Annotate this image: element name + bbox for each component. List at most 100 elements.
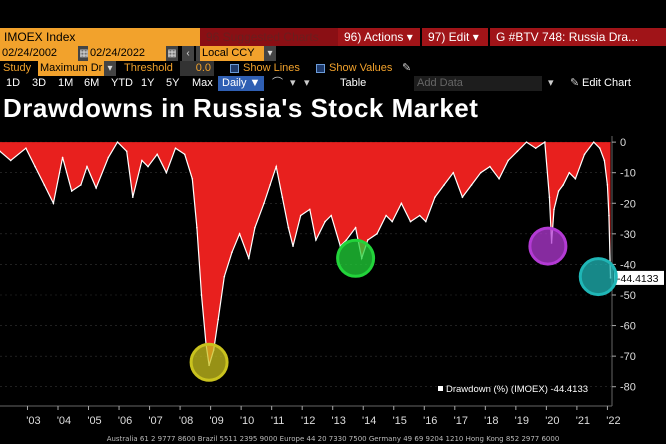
x-tick-label: '20 — [545, 415, 559, 427]
data-point — [608, 214, 610, 217]
data-point — [141, 159, 143, 162]
show-values-label: Show Values — [329, 62, 393, 74]
data-point — [309, 208, 311, 211]
data-point — [231, 251, 233, 253]
end-date-input[interactable]: 02/24/2022 — [88, 46, 166, 61]
currency-dropdown-icon[interactable]: ▾ — [264, 46, 276, 61]
study-bar: Study Maximum Dr ▾ Threshold 0.0 Show Li… — [0, 61, 666, 76]
top-toolbar: IMOEX Index 96 Suggested Charts 96) Acti… — [0, 0, 666, 46]
period-1d[interactable]: 1D — [6, 77, 21, 89]
data-point — [452, 171, 455, 174]
line-chart-icon[interactable]: ⌒ — [272, 77, 283, 89]
add-data-input[interactable]: Add Data — [414, 76, 542, 91]
data-point — [525, 141, 528, 143]
edit-menu[interactable]: 97) Edit ▾ — [422, 28, 488, 46]
data-point — [385, 214, 387, 217]
currency-select[interactable]: Local CCY — [200, 46, 264, 61]
x-tick-label: '14 — [362, 415, 376, 427]
settings-dropdown-icon[interactable]: ▾ — [548, 77, 554, 89]
period-1m[interactable]: 1M — [58, 77, 74, 89]
highlight-circle — [189, 342, 229, 382]
end-calendar-icon[interactable]: ▦ — [166, 46, 178, 61]
table-button[interactable]: Table — [340, 77, 367, 89]
show-lines-checkbox[interactable] — [230, 64, 239, 73]
edit-chart-icon[interactable]: ✎ — [570, 77, 580, 89]
study-dropdown-icon[interactable]: ▾ — [104, 61, 116, 76]
data-point — [275, 165, 278, 168]
data-point — [86, 165, 88, 168]
period-bar: 1D 3D 1M 6M YTD 1Y 5Y Max Daily ▼ ⌒ ▾ ▾ … — [0, 76, 666, 91]
y-tick-label: 0 — [620, 137, 626, 149]
show-values-checkbox[interactable] — [316, 64, 325, 73]
start-date-input[interactable]: 02/24/2002 — [0, 46, 78, 61]
y-tick-label: -30 — [620, 229, 636, 241]
data-point — [191, 178, 194, 180]
x-tick-label: '17 — [454, 415, 468, 427]
period-5y[interactable]: 5Y — [166, 77, 180, 89]
x-tick-label: '16 — [423, 415, 437, 427]
data-point — [80, 184, 82, 186]
x-tick-label: '12 — [301, 415, 315, 427]
data-point — [107, 156, 110, 159]
data-point — [470, 184, 473, 186]
last-value-tag — [614, 270, 664, 285]
data-point — [315, 239, 317, 241]
data-point — [299, 214, 302, 217]
data-point — [330, 214, 332, 217]
x-tick-label: '08 — [179, 415, 193, 427]
data-point — [461, 196, 464, 198]
pencil-icon[interactable]: ✎ — [402, 62, 412, 74]
data-point — [324, 220, 326, 223]
security-field[interactable]: IMOEX Index — [0, 28, 200, 46]
start-calendar-icon[interactable]: ▦ — [78, 46, 90, 61]
edit-chart-button[interactable]: Edit Chart — [582, 77, 631, 89]
period-1y[interactable]: 1Y — [141, 77, 155, 89]
threshold-input[interactable]: 0.0 — [180, 61, 214, 76]
table-dropdown-icon[interactable]: ▾ — [304, 77, 310, 89]
x-tick-label: '21 — [576, 415, 590, 427]
data-point — [391, 220, 394, 223]
data-point — [553, 208, 555, 211]
legend-swatch — [438, 386, 443, 391]
period-max[interactable]: Max — [192, 77, 213, 89]
data-point — [418, 214, 421, 217]
data-point — [200, 294, 203, 296]
data-point — [263, 202, 265, 205]
data-point — [376, 233, 378, 235]
period-6m[interactable]: 6M — [84, 77, 100, 89]
prev-arrow-icon[interactable]: ‹ — [182, 46, 194, 61]
suggested-charts-button[interactable]: 96 Suggested Charts — [200, 28, 338, 46]
drawdown-area — [0, 142, 611, 366]
data-point — [223, 275, 226, 278]
threshold-label: Threshold — [124, 62, 173, 74]
x-tick-label: '18 — [484, 415, 498, 427]
data-point — [238, 233, 241, 235]
data-point — [409, 220, 412, 223]
actions-menu[interactable]: 96) Actions ▾ — [338, 28, 420, 46]
chart-name-field[interactable]: G #BTV 748: Russia Dra... — [490, 28, 666, 46]
period-ytd[interactable]: YTD — [111, 77, 133, 89]
data-point — [131, 196, 134, 198]
data-point — [254, 226, 256, 229]
show-lines-label: Show Lines — [243, 62, 300, 74]
date-range-bar: 02/24/2002 ▦ - 02/24/2022 ▦ ‹ › Local CC… — [0, 46, 666, 61]
data-point — [61, 156, 64, 159]
data-point — [583, 153, 586, 156]
data-point — [165, 171, 168, 174]
data-point — [345, 239, 348, 241]
data-point — [281, 196, 284, 198]
data-point — [516, 150, 519, 153]
data-point — [196, 226, 198, 229]
x-tick-label: '19 — [515, 415, 529, 427]
footer-contacts: Australia 61 2 9777 8600 Brazil 5511 239… — [106, 435, 560, 443]
x-tick-label: '05 — [87, 415, 101, 427]
data-point — [125, 150, 128, 153]
study-select[interactable]: Maximum Dr — [38, 61, 104, 76]
chart-type-dropdown-icon[interactable]: ▾ — [290, 77, 296, 89]
data-point — [574, 178, 577, 180]
data-point — [557, 190, 560, 192]
frequency-select[interactable]: Daily ▼ — [218, 76, 265, 91]
data-point — [598, 147, 601, 150]
data-point — [592, 141, 595, 143]
period-3d[interactable]: 3D — [32, 77, 47, 89]
